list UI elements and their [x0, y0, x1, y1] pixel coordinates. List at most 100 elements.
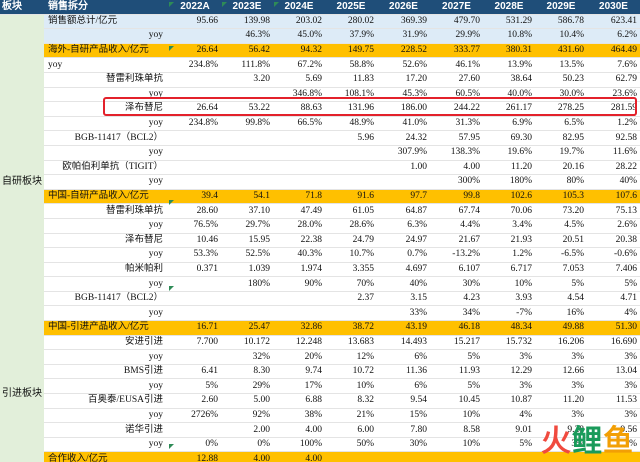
- value-cell: [273, 305, 325, 322]
- value-cell: 4.23: [430, 291, 483, 307]
- value-cell: 15.217: [430, 335, 483, 351]
- value-cell: 26.64: [169, 101, 221, 117]
- value-cell: 307.9%: [377, 145, 430, 161]
- value-cell: 105.3: [535, 189, 587, 205]
- table-row: yoy 32% 20% 12% 6% 5% 3% 3% 3%: [0, 349, 640, 365]
- value-cell: 180%: [483, 174, 535, 190]
- value-cell: 17.20: [377, 72, 430, 88]
- value-cell: 6%: [377, 349, 430, 365]
- value-cell: 24.97: [377, 233, 430, 249]
- row-label: 安进引进: [44, 335, 169, 351]
- value-cell: 3.93: [483, 291, 535, 307]
- value-cell: 4%: [587, 305, 640, 322]
- value-cell: 5%: [535, 276, 587, 292]
- row-label: yoy: [44, 28, 169, 44]
- value-cell: 7.80: [377, 422, 430, 438]
- value-cell: [273, 174, 325, 190]
- value-cell: 13.683: [325, 335, 377, 351]
- value-cell: 5.96: [325, 130, 377, 146]
- value-cell: 24.32: [377, 130, 430, 146]
- value-cell: 29%: [221, 378, 273, 395]
- cell-note-marker: [274, 2, 279, 7]
- value-cell: [377, 174, 430, 190]
- value-cell: [221, 130, 273, 146]
- value-cell: 6.88: [273, 393, 325, 409]
- value-cell: 52.5%: [221, 247, 273, 263]
- value-cell: 38.64: [483, 72, 535, 88]
- table-row: BMS引进 6.41 8.30 9.74 10.72 11.36 11.93 12.29 12.…: [0, 364, 640, 380]
- table-row: BGB-11417（BCL2） 5.96 24.32 57.95 69.30 82.95 9…: [0, 130, 640, 146]
- value-cell: 5%: [430, 378, 483, 395]
- value-cell: 19.6%: [483, 145, 535, 161]
- value-cell: 54.1: [221, 189, 273, 205]
- value-cell: 6.2%: [587, 28, 640, 44]
- cell-note-marker: [169, 444, 174, 449]
- value-cell: 48.34: [483, 320, 535, 336]
- value-cell: 8.32: [325, 393, 377, 409]
- value-cell: 10%: [483, 276, 535, 292]
- table-row: yoy 2726% 92% 38% 21% 15% 10% 4% 3% 3%: [0, 408, 640, 424]
- value-cell: 99.8: [430, 189, 483, 205]
- table-row: 合作收入/亿元 12.88 4.00 4.00: [0, 451, 640, 462]
- value-cell: 139.98: [221, 14, 273, 30]
- value-cell: 107.6: [587, 189, 640, 205]
- value-cell: 40.0%: [483, 87, 535, 103]
- value-cell: 28.0%: [273, 218, 325, 234]
- value-cell: [221, 87, 273, 103]
- row-label: BMS引进: [44, 364, 169, 380]
- value-cell: [325, 305, 377, 322]
- value-cell: 9.01: [483, 422, 535, 438]
- cell-note-marker: [169, 2, 174, 7]
- row-label: 泽布替尼: [44, 233, 169, 249]
- row-label: 欧帕伯利单抗（TIGIT）: [44, 160, 169, 176]
- value-cell: 40.3%: [273, 247, 325, 263]
- value-cell: 3.4%: [483, 218, 535, 234]
- value-cell: 33%: [377, 305, 430, 322]
- value-cell: 244.22: [430, 101, 483, 117]
- value-cell: [221, 145, 273, 161]
- value-cell: 88.63: [273, 101, 325, 117]
- value-cell: [325, 145, 377, 161]
- value-cell: 5.00: [221, 393, 273, 409]
- value-cell: 108.1%: [325, 87, 377, 103]
- value-cell: 32.86: [273, 320, 325, 336]
- value-cell: 46.3%: [221, 28, 273, 44]
- value-cell: 50.23: [535, 72, 587, 88]
- value-cell: 38.72: [325, 320, 377, 336]
- value-cell: 13.5%: [535, 57, 587, 73]
- value-cell: 73.20: [535, 203, 587, 219]
- value-cell: 58.8%: [325, 57, 377, 73]
- value-cell: 15.732: [483, 335, 535, 351]
- value-cell: 29.9%: [430, 28, 483, 44]
- value-cell: 37.10: [221, 203, 273, 219]
- table-row: 帕米帕利 0.371 1.039 1.974 3.355 4.697 6.107 6.717 7…: [0, 262, 640, 278]
- header-year: 2027E: [430, 0, 483, 15]
- value-cell: 6.5%: [535, 116, 587, 132]
- value-cell: 48.9%: [325, 116, 377, 132]
- value-cell: 6.00: [325, 422, 377, 438]
- value-cell: 138.3%: [430, 145, 483, 161]
- value-cell: 4%: [483, 408, 535, 424]
- value-cell: 20.51: [535, 233, 587, 249]
- value-cell: 92%: [221, 408, 273, 424]
- value-cell: 623.41: [587, 14, 640, 30]
- value-cell: 41.0%: [377, 116, 430, 132]
- table-row: 引进板块 中国-引进产品收入/亿元 16.71 25.47 32.86 38.72 43.1…: [0, 320, 640, 462]
- value-cell: 31.3%: [430, 116, 483, 132]
- table-row: 百奥泰/EUSA引进 2.60 5.00 6.88 8.32 9.54 10.45 10.87…: [0, 393, 640, 409]
- value-cell: 16.71: [169, 320, 221, 336]
- value-cell: 479.70: [430, 14, 483, 30]
- value-cell: 57.95: [430, 130, 483, 146]
- value-cell: 4.00: [273, 451, 325, 462]
- value-cell: [535, 451, 587, 462]
- value-cell: 25.47: [221, 320, 273, 336]
- header-row: 板块 销售拆分 2022A 2023E 2024E 2025E 2026E 2027E 2028…: [0, 0, 640, 15]
- value-cell: [221, 291, 273, 307]
- value-cell: 3.20: [221, 72, 273, 88]
- value-cell: 10%: [325, 378, 377, 395]
- value-cell: 431.60: [535, 43, 587, 59]
- value-cell: -0.6%: [587, 247, 640, 263]
- value-cell: 60.5%: [430, 87, 483, 103]
- value-cell: 21.93: [483, 233, 535, 249]
- value-cell: 8.30: [221, 364, 273, 380]
